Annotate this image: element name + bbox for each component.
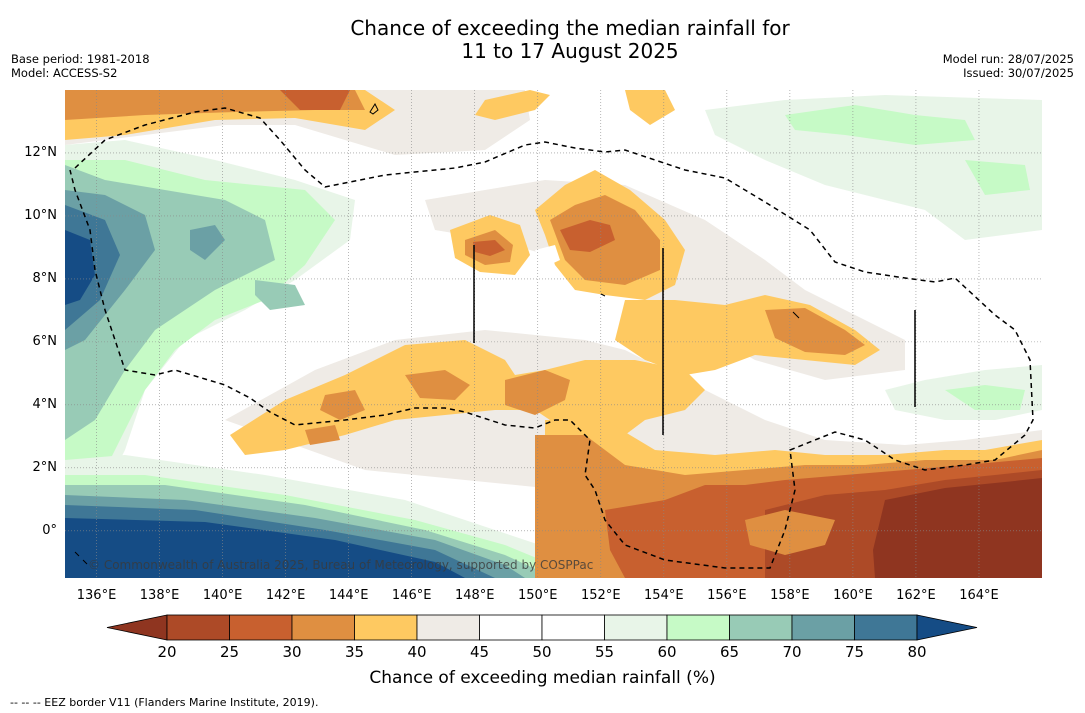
colorbar-segment (416, 614, 480, 641)
colorbar-segment (229, 614, 293, 641)
colorbar-segment (854, 614, 918, 641)
colorbar-extend-high (916, 614, 978, 641)
colorbar-tick-label: 35 (344, 643, 365, 661)
region-ne-green2 (965, 160, 1030, 195)
lon-tick-label: 142°E (265, 588, 306, 603)
region-top-rust (280, 90, 350, 110)
colorbar (106, 614, 978, 641)
rainfall-map[interactable] (65, 90, 1042, 578)
region-central-darkorange2 (320, 390, 365, 420)
colorbar-tick-label: 80 (907, 643, 927, 661)
region-blob148-rust (473, 240, 505, 256)
model-label: Model: ACCESS-S2 (11, 66, 118, 80)
region-top-center-orange2 (625, 90, 675, 125)
colorbar-title: Chance of exceeding median rainfall (%) (369, 668, 716, 688)
lat-tick-label: 4°N (32, 396, 58, 412)
lon-tick-label: 164°E (959, 588, 999, 603)
region-sw-deepblue (65, 518, 465, 578)
region-teal-patch2 (255, 280, 305, 310)
region-central-darkorange3 (305, 425, 340, 445)
eez-legend-footnote: -- -- -- EEZ border V11 (Flanders Marine… (10, 696, 319, 709)
lon-tick-label: 160°E (833, 588, 873, 603)
lon-tick-label: 156°E (707, 588, 747, 603)
colorbar-segment (791, 614, 855, 641)
region-se-darkbrown (873, 478, 1042, 578)
graticule (65, 90, 1042, 578)
colorbar-segment (166, 614, 230, 641)
colorbar-extend-low (106, 614, 168, 641)
colorbar-segment (604, 614, 668, 641)
lat-tick-label: 8°N (32, 270, 58, 286)
region-central-darkorange4 (505, 370, 570, 415)
region-green-patch-east2 (945, 385, 1025, 410)
colorbar-segment (291, 614, 355, 641)
lon-tick-label: 144°E (328, 588, 369, 603)
region-blob152-rust (560, 220, 615, 252)
region-blob156-darkorange (765, 308, 865, 355)
region-white-patch1 (535, 245, 560, 268)
colorbar-tick-label: 45 (469, 643, 490, 661)
lat-tick-label: 6°N (32, 333, 58, 349)
colorbar-tick-label: 25 (219, 643, 240, 661)
colorbar-tick-label: 55 (594, 643, 615, 661)
region-se-darkorange-patch (745, 510, 835, 555)
lon-tick-label: 146°E (391, 588, 432, 603)
colorbar-tick-label: 65 (719, 643, 740, 661)
colorbar-segment (666, 614, 730, 641)
lon-tick-label: 140°E (202, 588, 243, 603)
region-top-center-orange (475, 90, 550, 120)
copyright-notice: © Commonwealth of Australia 2025, Bureau… (88, 558, 594, 572)
colorbar-tick-label: 50 (532, 643, 552, 661)
colorbar-segment (541, 614, 605, 641)
lat-tick-label: 10°N (24, 207, 57, 223)
lon-tick-label: 154°E (644, 588, 684, 603)
colorbar-tick-label: 40 (407, 643, 427, 661)
lon-tick-label: 150°E (517, 588, 558, 603)
colorbar-tick-label: 70 (782, 643, 802, 661)
lon-tick-label: 152°E (581, 588, 621, 603)
model-run-label: Model run: 28/07/2025 (942, 52, 1074, 66)
colorbar-tick-label: 20 (157, 643, 177, 661)
lat-tick-label: 12°N (24, 144, 57, 160)
base-period-label: Base period: 1981-2018 (11, 52, 150, 66)
map-title-line1: Chance of exceeding the median rainfall … (350, 16, 790, 40)
colorbar-segment (354, 614, 418, 641)
lon-tick-label: 148°E (454, 588, 495, 603)
colorbar-segment (729, 614, 793, 641)
map-title-line2: 11 to 17 August 2025 (461, 39, 679, 63)
lat-tick-label: 2°N (32, 459, 58, 475)
region-ne-green (785, 105, 975, 145)
eez-border (69, 107, 1034, 569)
lon-tick-label: 158°E (770, 588, 810, 603)
lon-tick-label: 162°E (896, 588, 936, 603)
lon-tick-label: 136°E (76, 588, 117, 603)
colorbar-tick-label: 60 (657, 643, 677, 661)
region-west-deepblue (65, 230, 95, 305)
region-central-darkorange1 (405, 370, 470, 400)
colorbar-tick-label: 75 (844, 643, 865, 661)
issued-label: Issued: 30/07/2025 (963, 66, 1074, 80)
region-teal-patch (190, 225, 225, 260)
colorbar-tick-label: 30 (282, 643, 302, 661)
lon-tick-label: 138°E (139, 588, 180, 603)
lat-tick-label: 0° (42, 522, 57, 538)
colorbar-segment (479, 614, 543, 641)
island-markers (74, 102, 800, 565)
